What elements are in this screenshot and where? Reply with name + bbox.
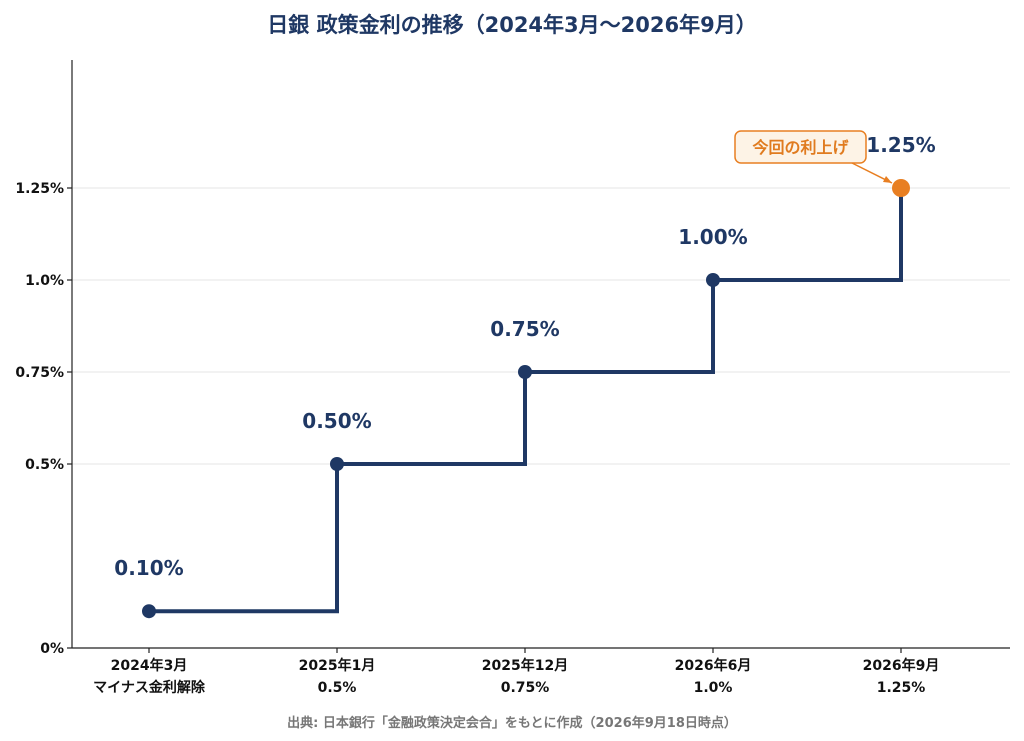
step-line: [149, 188, 903, 614]
data-label-1: 0.50%: [302, 409, 371, 433]
source-note: 出典: 日本銀行「金融政策決定会合」をもとに作成（2026年9月18日時点）: [287, 715, 737, 731]
data-point-2: [518, 365, 532, 379]
x-tick-sublabel-2: 0.75%: [501, 680, 550, 696]
x-tick-label-0: 2024年3月: [111, 657, 188, 674]
data-label-3: 1.00%: [678, 225, 747, 249]
y-tick-label-2: 0.75%: [15, 365, 64, 381]
y-tick-label-1: 0.5%: [25, 457, 64, 473]
x-tick-sublabel-4: 1.25%: [877, 680, 926, 696]
data-label-0: 0.10%: [114, 556, 183, 580]
x-tick-sublabel-3: 1.0%: [694, 680, 733, 696]
y-tick-label-0: 0%: [40, 641, 64, 657]
chart-title: 日銀 政策金利の推移（2024年3月～2026年9月）: [267, 13, 756, 37]
y-tick-labels: 0% 0.5% 0.75% 1.0% 1.25%: [15, 181, 72, 657]
x-tick-label-1: 2025年1月: [299, 657, 376, 674]
y-tick-label-4: 1.25%: [15, 181, 64, 197]
data-labels: 0.10% 0.50% 0.75% 1.00% 1.25%: [114, 133, 935, 580]
data-point-1: [330, 457, 344, 471]
callout-text: 今回の利上げ: [751, 138, 849, 157]
data-point-4: [892, 179, 910, 197]
annotation-callout: 今回の利上げ: [734, 130, 893, 184]
y-tick-label-3: 1.0%: [25, 273, 64, 289]
data-point-3: [706, 273, 720, 287]
x-tick-label-2: 2025年12月: [482, 657, 568, 674]
data-label-2: 0.75%: [490, 317, 559, 341]
callout-arrow-head: [883, 176, 892, 183]
data-point-0: [142, 604, 156, 619]
axes: [71, 60, 1010, 649]
callout-box: [734, 130, 867, 164]
data-label-4: 1.25%: [866, 133, 935, 157]
x-tick-label-3: 2026年6月: [675, 657, 752, 674]
policy-rate-series: [142, 179, 910, 619]
x-tick-sublabel-1: 0.5%: [318, 680, 357, 696]
x-tick-label-4: 2026年9月: [863, 657, 940, 674]
grid-lines: [72, 187, 1010, 465]
x-tick-sublabel-0: マイナス金利解除: [93, 679, 206, 696]
